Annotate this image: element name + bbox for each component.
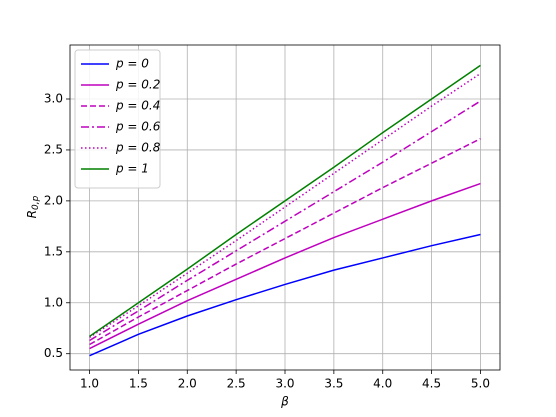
y-axis-subscript: 0,p — [31, 195, 41, 210]
legend-label: p = 0 — [115, 57, 149, 71]
legend-label: p = 0.2 — [115, 78, 160, 92]
x-axis-label: β — [280, 395, 289, 409]
x-tick-label: 4.5 — [422, 377, 441, 391]
line-series — [89, 100, 481, 342]
y-tick-label: 1.0 — [44, 295, 63, 309]
legend-label: p = 1 — [115, 162, 149, 176]
legend-label: p = 0.4 — [115, 99, 160, 113]
x-tick-label: 5.0 — [471, 377, 490, 391]
x-tick-label: 1.0 — [80, 377, 99, 391]
legend-label: p = 0.6 — [115, 120, 161, 134]
line-series — [89, 64, 481, 337]
plot-frame — [69, 44, 501, 371]
y-tick-label: 1.5 — [44, 244, 63, 258]
x-tick-label: 1.5 — [129, 377, 148, 391]
y-tick-label: 3.0 — [44, 91, 63, 105]
y-tick-label: 2.0 — [44, 193, 63, 207]
x-tick-label: 3.0 — [275, 377, 294, 391]
x-tick-label: 2.5 — [227, 377, 246, 391]
legend: p = 0 p = 0.2 p = 0.4 p = 0.6 p = 0.8 p = 1 — [74, 49, 161, 189]
line-series — [89, 233, 481, 357]
y-tick-label: 0.5 — [44, 346, 63, 360]
x-tick-label: 3.5 — [324, 377, 343, 391]
legend-label: p = 0.8 — [115, 141, 161, 155]
line-series — [89, 72, 481, 339]
line-series — [89, 182, 481, 350]
y-axis-label: R0,p — [25, 195, 41, 218]
line-series — [89, 138, 481, 346]
x-tick-label: 2.0 — [178, 377, 197, 391]
y-axis-symbol: R — [25, 210, 39, 218]
x-tick-label: 4.0 — [373, 377, 392, 391]
y-tick-label: 2.5 — [44, 142, 63, 156]
